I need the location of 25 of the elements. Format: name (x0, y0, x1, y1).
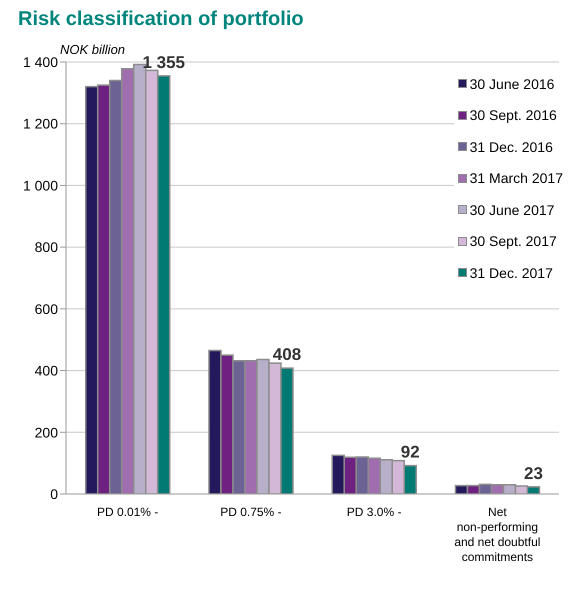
chart-title: Risk classification of portfolio (18, 8, 304, 31)
legend-label: 31 March 2017 (468, 169, 563, 188)
x-tick-label: Net non-performing and net doubtful commitments (454, 505, 540, 564)
data-label: 1 355 (142, 52, 185, 72)
y-tick-label: 1 200 (22, 116, 58, 132)
legend-label: 30 Sept. 2017 (468, 232, 558, 252)
y-tick-label: 0 (50, 486, 58, 502)
y-axis-title: NOK billion (60, 42, 126, 57)
y-tick-label: 200 (34, 424, 58, 440)
legend-label: 30 June 2016 (468, 74, 556, 94)
data-label: 408 (272, 345, 302, 364)
x-tick-label: PD 0.01% - (96, 505, 158, 519)
legend-label: 30 June 2017 (468, 200, 556, 220)
legend-label: 31 Dec. 2016 (468, 138, 554, 157)
legend-label: 31 Dec. 2017 (468, 264, 554, 283)
legend-label: 30 Sept. 2016 (468, 106, 558, 126)
x-tick-label: PD 0.75% - (220, 505, 282, 519)
y-tick-label: 400 (34, 362, 58, 379)
data-label: 23 (524, 464, 543, 483)
data-label: 92 (400, 442, 420, 462)
y-tick-label: 1 000 (22, 177, 58, 194)
y-tick-label: 600 (34, 300, 58, 317)
x-tick-label: PD 3.0% - (346, 505, 402, 519)
y-tick-label: 1 400 (22, 54, 58, 70)
y-tick-label: 800 (34, 239, 58, 256)
